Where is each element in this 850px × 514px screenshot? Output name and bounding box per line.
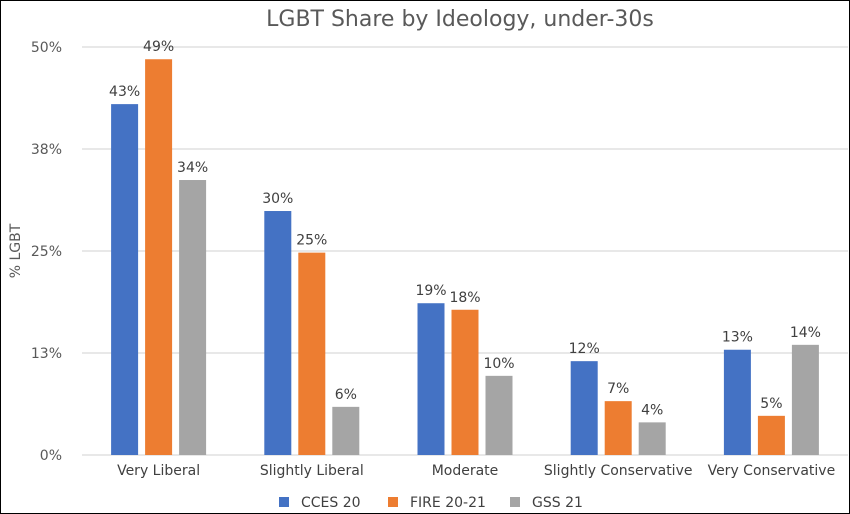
data-label: 49% <box>143 39 174 55</box>
x-tick-label: Slightly Liberal <box>260 463 364 479</box>
y-tick-label: 0% <box>40 448 62 464</box>
legend-swatch <box>510 497 520 507</box>
data-label: 43% <box>109 84 140 100</box>
legend-label: FIRE 20-21 <box>410 495 486 511</box>
x-tick-label: Moderate <box>432 463 499 479</box>
data-label: 10% <box>483 356 514 372</box>
data-label: 30% <box>262 191 293 207</box>
gridlines <box>82 46 848 456</box>
x-tick-label: Very Liberal <box>117 463 200 479</box>
legend-swatch <box>388 497 398 507</box>
data-label: 19% <box>415 283 446 299</box>
bar <box>417 303 445 455</box>
bar <box>757 415 785 455</box>
bar <box>638 422 666 455</box>
bar <box>604 401 632 455</box>
bar <box>179 180 207 455</box>
bar <box>570 361 598 455</box>
bar <box>145 59 173 456</box>
data-labels: 43% 49% 34% 30% 25% 6% 19% 18% 10% 12% 7% 4% 13% 5% 14… <box>109 39 821 418</box>
chart-title: LGBT Share by Ideology, under-30s <box>266 7 654 32</box>
bar <box>451 309 479 455</box>
x-axis-ticks: Very Liberal Slightly Liberal Moderate Slig… <box>117 463 835 479</box>
bars <box>111 59 819 456</box>
y-axis-ticks: 0% 13% 25% 38% 50% <box>31 40 62 464</box>
bar <box>264 211 292 455</box>
data-label: 12% <box>569 341 600 357</box>
data-label: 13% <box>722 330 753 346</box>
data-label: 4% <box>641 402 663 418</box>
y-tick-label: 50% <box>31 40 62 56</box>
bar <box>485 375 513 455</box>
data-label: 6% <box>335 387 357 403</box>
bar <box>791 344 819 455</box>
y-tick-label: 25% <box>31 244 62 260</box>
data-label: 25% <box>296 233 327 249</box>
y-axis-label: % LGBT <box>8 223 24 278</box>
legend-label: GSS 21 <box>532 495 583 511</box>
bar <box>298 252 326 455</box>
y-tick-label: 38% <box>31 142 62 158</box>
data-label: 34% <box>177 160 208 176</box>
legend-swatch <box>279 497 289 507</box>
data-label: 5% <box>760 396 782 412</box>
bar <box>723 349 751 455</box>
legend: CCES 20 FIRE 20-21 GSS 21 <box>279 495 583 511</box>
data-label: 14% <box>790 325 821 341</box>
data-label: 7% <box>607 381 629 397</box>
data-label: 18% <box>449 290 480 306</box>
legend-label: CCES 20 <box>301 495 361 511</box>
x-tick-label: Slightly Conservative <box>544 463 693 479</box>
y-tick-label: 13% <box>31 346 62 362</box>
x-tick-label: Very Conservative <box>708 463 836 479</box>
bar <box>332 406 360 455</box>
bar <box>111 104 139 456</box>
